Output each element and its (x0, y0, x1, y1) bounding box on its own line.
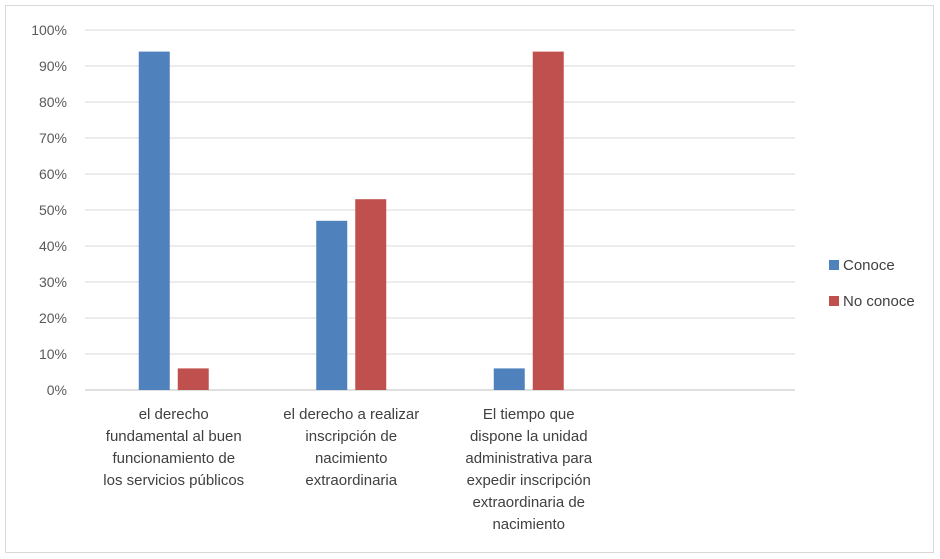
y-tick-label: 20% (39, 310, 67, 326)
x-tick-label: dispone la unidad (470, 428, 588, 445)
x-tick-label: nacimiento (492, 516, 565, 533)
x-tick-label: inscripción de (305, 428, 397, 445)
y-tick-label: 80% (39, 94, 67, 110)
legend-swatch-no-conoce (829, 296, 839, 306)
y-tick-label: 100% (31, 22, 67, 38)
x-tick-label: fundamental al buen (106, 428, 242, 445)
y-tick-label: 40% (39, 238, 67, 254)
x-tick-label: expedir inscripción (467, 472, 591, 489)
bar-conoce (316, 220, 348, 390)
x-tick-label: los servicios públicos (103, 472, 244, 489)
legend-swatch-conoce (829, 260, 839, 270)
y-tick-label: 30% (39, 274, 67, 290)
x-tick-label: funcionamiento de (112, 450, 235, 467)
legend-label: No conoce (843, 293, 915, 310)
y-tick-label: 10% (39, 346, 67, 362)
bar-conoce (138, 51, 170, 390)
bar-no-conoce (532, 51, 564, 390)
x-tick-label: el derecho (139, 406, 209, 423)
bar-no-conoce (355, 199, 387, 390)
x-tick-label: extraordinaria (305, 472, 397, 489)
legend-label: Conoce (843, 257, 895, 274)
bar-conoce (493, 368, 525, 390)
y-tick-label: 60% (39, 166, 67, 182)
y-tick-label: 0% (47, 382, 67, 398)
x-tick-label: extraordinaria de (472, 494, 585, 511)
y-tick-label: 70% (39, 130, 67, 146)
x-tick-label: el derecho a realizar (283, 406, 419, 423)
x-tick-label: El tiempo que (483, 406, 575, 423)
bar-no-conoce (177, 368, 209, 390)
y-tick-label: 90% (39, 58, 67, 74)
x-tick-label: nacimiento (315, 450, 388, 467)
y-tick-label: 50% (39, 202, 67, 218)
x-tick-label: administrativa para (465, 450, 592, 467)
